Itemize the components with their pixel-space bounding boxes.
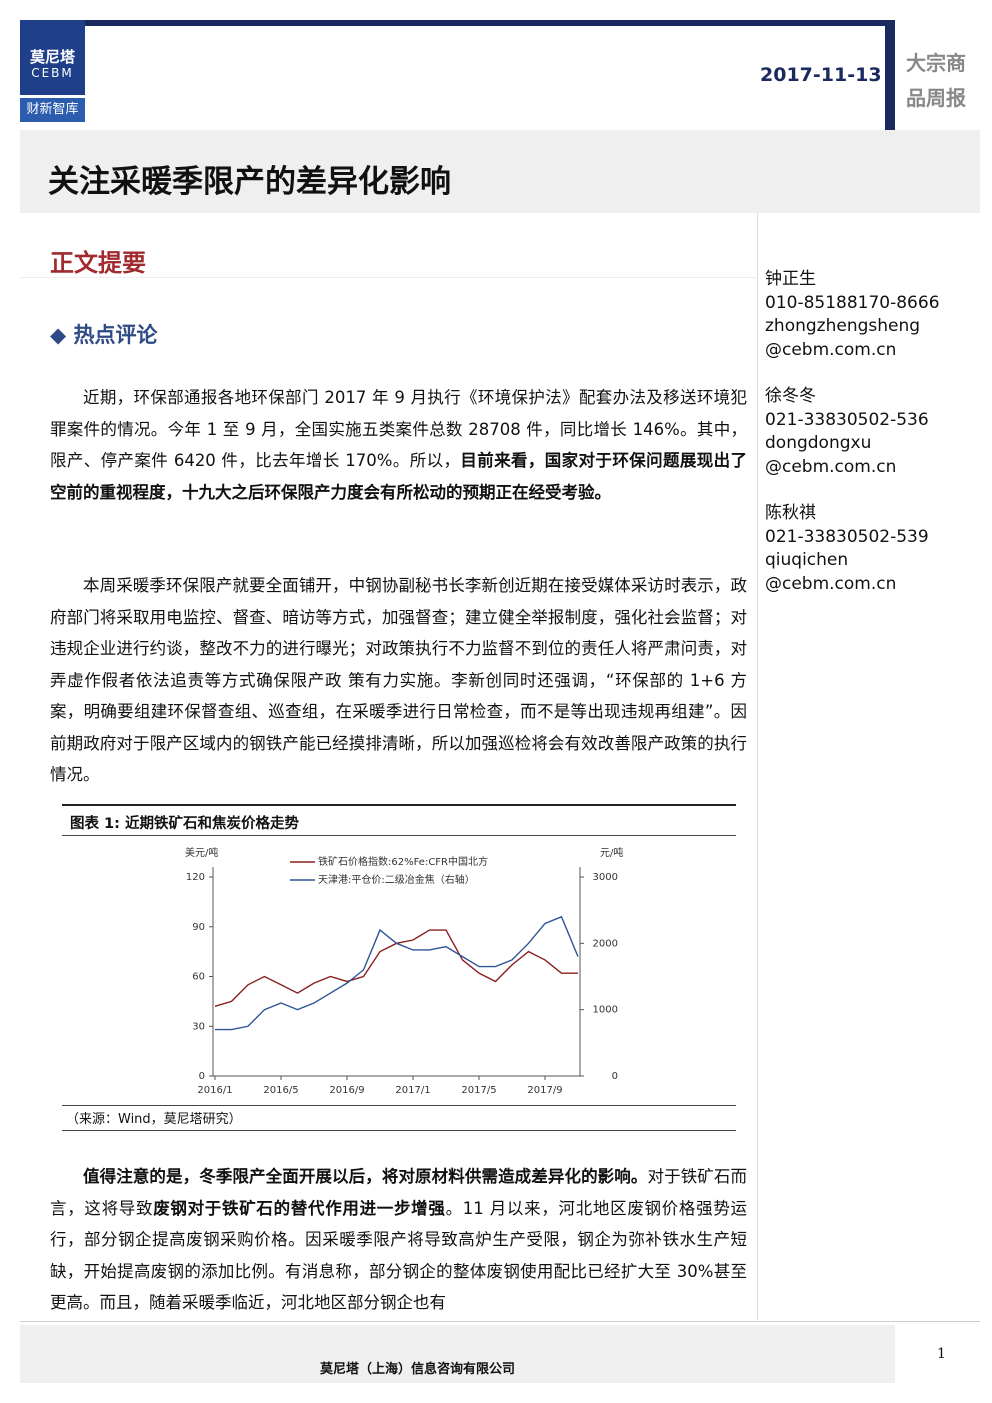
x-tick-label: 2017/5 bbox=[461, 1085, 496, 1096]
subsection-title: ◆ 热点评论 bbox=[50, 323, 158, 347]
contact-email: zhongzhengsheng bbox=[765, 316, 921, 336]
sidebar-line bbox=[757, 213, 758, 1320]
title-band bbox=[20, 130, 980, 213]
y-tick-label: 90 bbox=[192, 922, 205, 933]
paragraph: 值得注意的是，冬季限产全面开展以后，将对原材料供需造成差异化的影响。对于铁矿石而… bbox=[50, 1161, 747, 1319]
contact-email: qiuqichen bbox=[765, 550, 849, 570]
bold-text: 目前来看，国家对于环保问题展现出了空前的重视程度，十九大之后环保限产力度会有所松… bbox=[50, 451, 748, 502]
text: 对于铁矿石而言，这将导致 bbox=[50, 1167, 747, 1218]
logo-en: CEBM bbox=[31, 66, 74, 80]
footer-band bbox=[20, 1325, 895, 1383]
bold-text: 废钢对于铁矿石的替代作用进一步增强 bbox=[153, 1198, 446, 1218]
bold-text: 值得注意的是，冬季限产全面开展以后，将对原材料供需造成差异化的影响。 bbox=[83, 1167, 648, 1186]
y2-tick-label: 2000 bbox=[593, 938, 618, 949]
date: 2017-11-13 bbox=[760, 64, 882, 86]
x-tick-label: 2017/1 bbox=[395, 1085, 430, 1096]
footer-rule bbox=[20, 1321, 980, 1322]
header-side-bar bbox=[885, 20, 895, 130]
y2-tick-label: 1000 bbox=[593, 1005, 618, 1016]
series-line bbox=[215, 915, 579, 1031]
contact-name: 钟正生 bbox=[765, 269, 816, 289]
y-tick-label: 120 bbox=[186, 872, 205, 883]
y-tick-label: 0 bbox=[199, 1071, 205, 1082]
logo: 莫尼塔 CEBM 财新智库 bbox=[20, 20, 85, 130]
section-rule bbox=[20, 277, 757, 278]
contact-email: @cebm.com.cn bbox=[765, 456, 897, 477]
text: 。11 月以来，河北地区废钢价格强势运行，部分钢企提高废钢采购价格。因采暖季限产… bbox=[50, 1198, 747, 1313]
logo-top bbox=[20, 20, 85, 95]
contact-name: 陈秋祺 bbox=[765, 503, 816, 523]
legend-label: 天津港:平仓价:二级冶金焦（右轴） bbox=[318, 873, 475, 886]
chart: 0 30 60 90 120 0 1000 2000 3000 2016/1 2016/5 2016/… bbox=[185, 846, 623, 1096]
series-line bbox=[214, 929, 578, 1008]
y2-tick-label: 0 bbox=[612, 1071, 618, 1082]
figure-rule bbox=[62, 835, 736, 836]
figure-rule-bottom bbox=[62, 1105, 736, 1106]
paragraph: 本周采暖季环保限产就要全面铺开，中钢协副秘书长李新创近期在接受媒体采访时表示，政… bbox=[50, 570, 747, 791]
x-tick-label: 2016/5 bbox=[263, 1085, 298, 1096]
y2-unit: 元/吨 bbox=[600, 846, 623, 859]
figure-source: （来源：Wind，莫尼塔研究） bbox=[66, 1112, 242, 1127]
footer-company: 莫尼塔（上海）信息咨询有限公司 bbox=[320, 1362, 516, 1377]
x-tick-label: 2017/9 bbox=[527, 1085, 562, 1096]
report-type: 大宗商品周报 bbox=[906, 51, 966, 110]
y-tick-label: 30 bbox=[192, 1021, 205, 1032]
contact-email: @cebm.com.cn bbox=[765, 339, 897, 360]
contact-email: @cebm.com.cn bbox=[765, 573, 897, 594]
contact-name: 徐冬冬 bbox=[765, 386, 816, 406]
contact: 徐冬冬 021-33830502-536 dongdongxu @cebm.com.c… bbox=[765, 385, 980, 479]
subsection-text: 热点评论 bbox=[73, 323, 158, 347]
section-title: 正文提要 bbox=[50, 249, 146, 277]
figure-rule-end bbox=[62, 1130, 736, 1131]
y-tick-label: 60 bbox=[192, 972, 205, 983]
text: 近期，环保部通报各地环保部门 2017 年 9 月执行《环境保护法》配套办法及移… bbox=[50, 388, 747, 470]
title: 关注采暖季限产的差异化影响 bbox=[48, 164, 451, 200]
logo-cn: 莫尼塔 bbox=[29, 48, 75, 66]
contact-phone: 021-33830502-536 bbox=[765, 409, 929, 430]
contact: 陈秋祺 021-33830502-539 qiuqichen @cebm.com.cn bbox=[765, 502, 980, 596]
contact-email: dongdongxu bbox=[765, 433, 872, 453]
legend-label: 铁矿石价格指数:62%Fe:CFR中国北方 bbox=[318, 855, 488, 868]
y-unit: 美元/吨 bbox=[185, 846, 218, 859]
contact: 钟正生 010-85188170-8666 zhongzhengsheng @cebm… bbox=[765, 268, 980, 362]
figure-title: 图表 1: 近期铁矿石和焦炭价格走势 bbox=[70, 816, 299, 832]
x-tick-label: 2016/9 bbox=[329, 1085, 364, 1096]
text: 本周采暖季环保限产就要全面铺开，中钢协副秘书长李新创近期在接受媒体采访时表示，政… bbox=[50, 576, 747, 784]
contact-phone: 021-33830502-539 bbox=[765, 526, 929, 547]
y2-tick-label: 3000 bbox=[593, 872, 618, 883]
contact-phone: 010-85188170-8666 bbox=[765, 292, 940, 313]
x-tick-label: 2016/1 bbox=[197, 1085, 232, 1096]
figure-rule-top bbox=[62, 804, 736, 806]
paragraph: 近期，环保部通报各地环保部门 2017 年 9 月执行《环境保护法》配套办法及移… bbox=[50, 382, 747, 508]
logo-sub: 财新智库 bbox=[20, 98, 85, 122]
page-number: 1 bbox=[937, 1346, 946, 1362]
header-bar bbox=[85, 20, 895, 26]
